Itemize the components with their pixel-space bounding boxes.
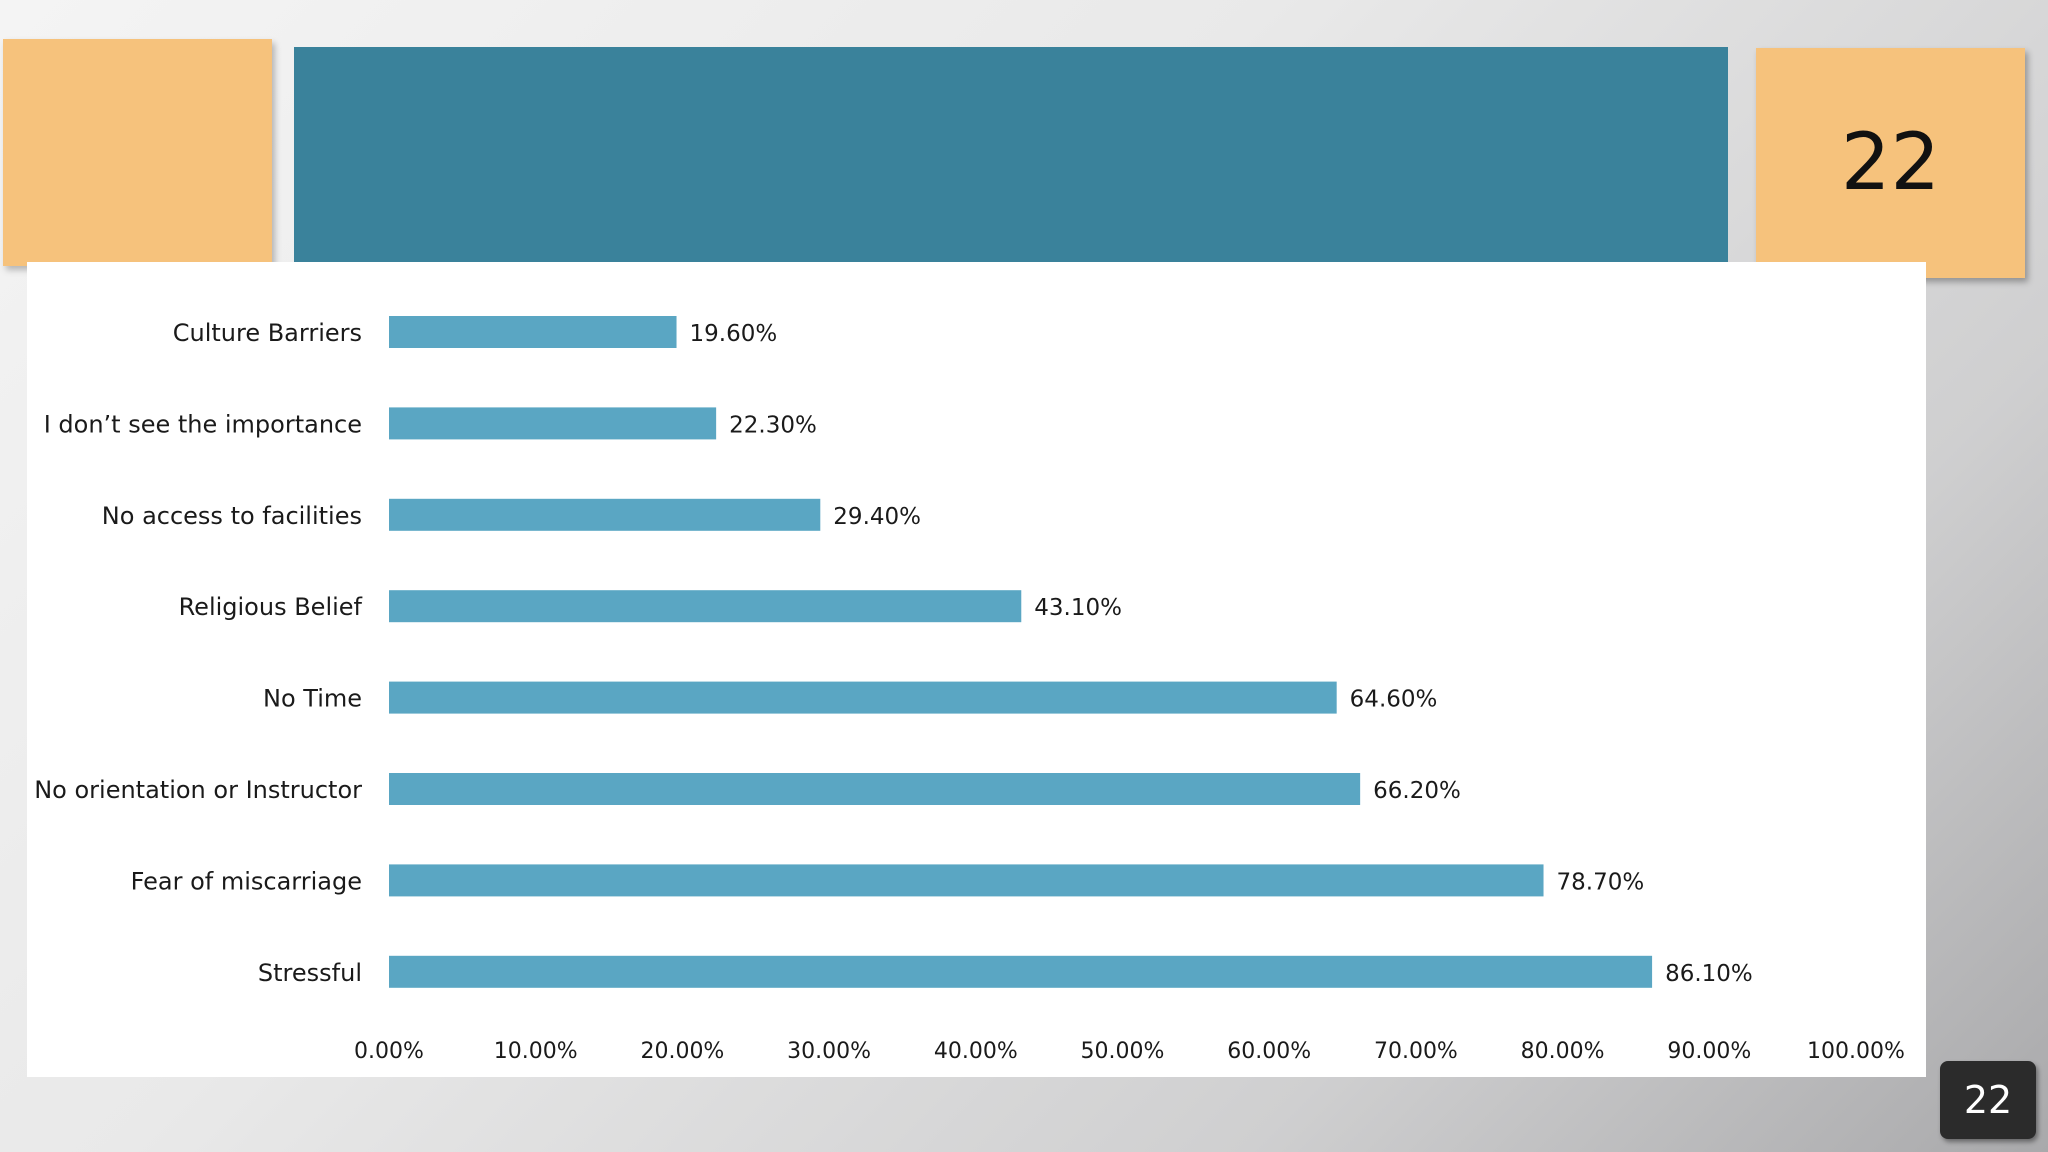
- x-tick-label: 30.00%: [787, 1039, 871, 1064]
- data-label: 66.20%: [1373, 778, 1461, 804]
- bar: [389, 498, 821, 531]
- category-label: Religious Belief: [179, 593, 363, 621]
- bar: [389, 773, 1361, 805]
- category-label: Culture Barriers: [173, 319, 362, 347]
- x-tick-label: 0.00%: [354, 1039, 424, 1064]
- bar: [389, 590, 1022, 623]
- title-banner: [294, 47, 1728, 265]
- x-tick-label: 60.00%: [1227, 1039, 1311, 1064]
- bar: [389, 864, 1544, 897]
- x-tick-label: 80.00%: [1521, 1039, 1605, 1064]
- data-label: 78.70%: [1557, 869, 1645, 895]
- data-label: 19.60%: [690, 321, 778, 347]
- bar: [389, 316, 677, 348]
- x-tick-label: 100.00%: [1807, 1039, 1905, 1064]
- bar: [389, 955, 1653, 988]
- category-label: Fear of miscarriage: [131, 867, 362, 895]
- category-label: Stressful: [258, 959, 362, 987]
- chart-panel: Culture Barriers 19.60% I don’t see the im…: [27, 262, 1926, 1077]
- category-label: No orientation or Instructor: [34, 776, 362, 804]
- category-label: I don’t see the importance: [44, 410, 362, 438]
- data-label: 43.10%: [1034, 595, 1122, 621]
- bar-chart: Culture Barriers 19.60% I don’t see the im…: [34, 316, 1905, 1064]
- data-label: 22.30%: [729, 412, 817, 438]
- page-number-badge: 22: [1940, 1061, 2036, 1139]
- data-label: 29.40%: [833, 504, 921, 530]
- slide-number-title: 22: [1756, 48, 2025, 278]
- category-label: No access to facilities: [102, 502, 362, 530]
- x-tick-label: 50.00%: [1081, 1039, 1165, 1064]
- x-tick-label: 70.00%: [1374, 1039, 1458, 1064]
- x-tick-label: 40.00%: [934, 1039, 1018, 1064]
- bar: [389, 681, 1337, 714]
- category-label: No Time: [263, 685, 362, 713]
- decorative-orange-block-left: [3, 39, 272, 266]
- data-label: 64.60%: [1350, 687, 1438, 713]
- x-tick-label: 90.00%: [1667, 1039, 1751, 1064]
- data-label: 86.10%: [1665, 961, 1753, 987]
- x-tick-label: 10.00%: [494, 1039, 578, 1064]
- bar: [389, 407, 717, 440]
- x-tick-label: 20.00%: [640, 1039, 724, 1064]
